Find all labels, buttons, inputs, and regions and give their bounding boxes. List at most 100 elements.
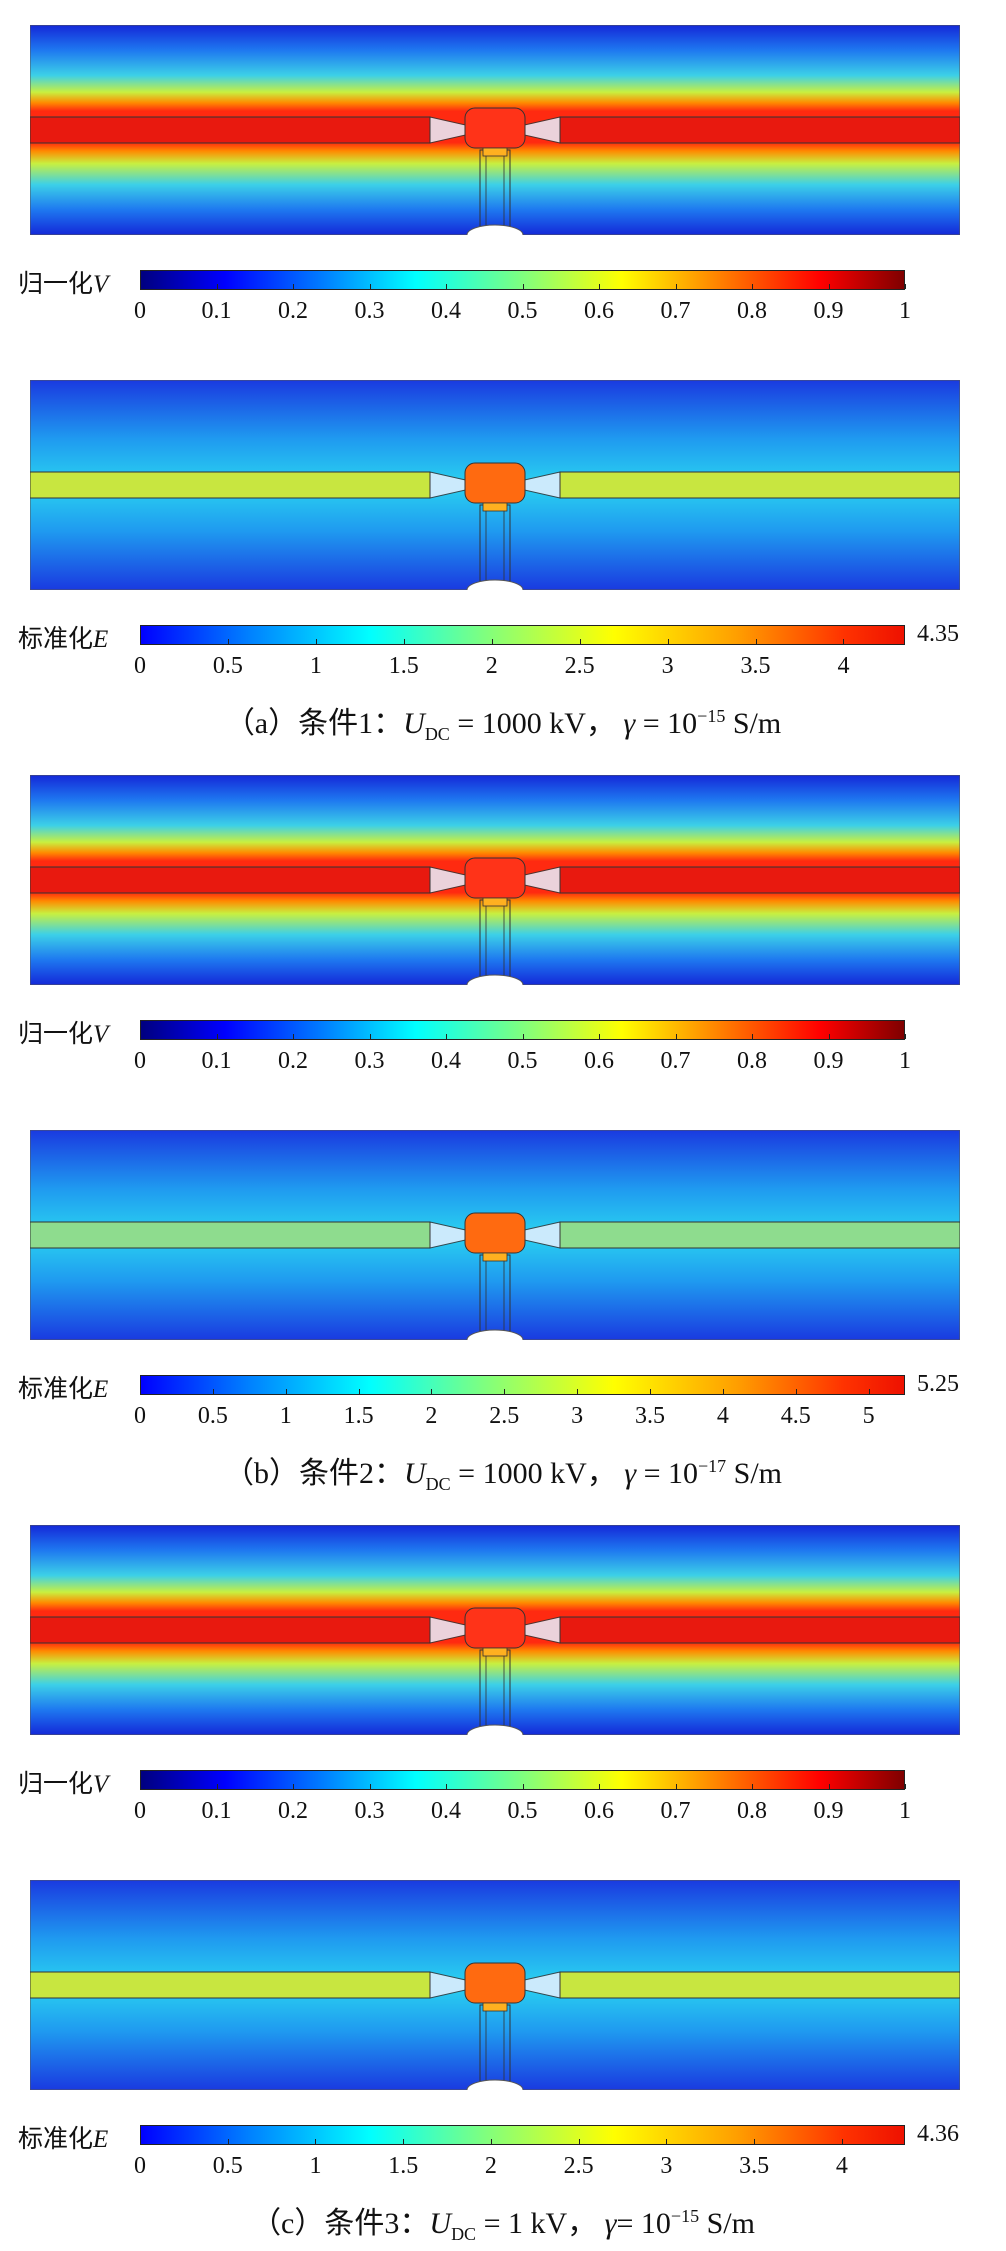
field-label-var: E — [93, 2126, 109, 2153]
potential-colorbar-tick — [522, 1034, 524, 1039]
caption-voltage-value: = 1000 kV， — [449, 707, 624, 740]
potential-colorbar-tick — [369, 284, 371, 289]
caption-prefix: （a）条件1： — [224, 707, 404, 740]
field-tick-label: 2 — [485, 653, 498, 679]
potential-colorbar-tick — [599, 284, 600, 289]
field-label-var: E — [93, 1376, 109, 1403]
potential-colorbar-tick — [752, 1784, 753, 1789]
potential-colorbar-tick — [216, 284, 218, 289]
field-colorbar-tick — [140, 639, 141, 644]
potential-colorbar-tick — [828, 284, 830, 289]
field-tick-label: 4.5 — [780, 1403, 811, 1429]
caption-voltage-value: = 1000 kV， — [450, 1457, 625, 1490]
field-colorbar-tick — [722, 1389, 724, 1394]
field-tick-label: 1 — [309, 2153, 322, 2179]
field-tick-label: 2.5 — [563, 2153, 594, 2179]
field-colorbar-tick — [578, 2139, 580, 2144]
potential-colorbar-tick — [905, 1784, 906, 1789]
potential-tick-label: 0.4 — [431, 1798, 461, 1824]
potential-colorbar-tick — [293, 1034, 294, 1039]
potential-tick-label: 0.1 — [201, 1798, 232, 1824]
field-colorbar-tick — [490, 2139, 492, 2144]
field-tick-label: 3.5 — [739, 2153, 770, 2179]
field-colorbar-tick — [843, 639, 845, 644]
potential-tick-label: 0.6 — [584, 298, 614, 324]
potential-tick-label: 0 — [134, 1048, 146, 1074]
caption-unit: S/m — [699, 2207, 755, 2240]
field-colorbar-tick — [227, 2139, 229, 2144]
potential-tick-label: 0.8 — [737, 1048, 767, 1074]
caption-gamma-exponent: −17 — [698, 1456, 727, 1476]
potential-colorbar — [140, 1770, 905, 1790]
panel-caption: （c）条件3：UDC = 1 kV， γ= 10−15 S/m — [0, 2198, 1006, 2245]
potential-tick-label: 0.1 — [201, 1048, 232, 1074]
potential-tick-label: 0.5 — [507, 1798, 538, 1824]
potential-colorbar-tick — [293, 1784, 294, 1789]
potential-colorbar-tick — [446, 1784, 447, 1789]
potential-colorbar-label: 归一化V — [18, 1764, 108, 1800]
potential-label-var: V — [93, 1021, 109, 1048]
caption-gamma-base: = 10 — [616, 2207, 671, 2240]
field-colorbar-tick — [650, 1389, 651, 1394]
potential-colorbar-tick — [293, 284, 294, 289]
field-colorbar-tick — [403, 639, 405, 644]
field-plot — [30, 1130, 960, 1340]
field-colorbar-tick — [315, 639, 317, 644]
field-colorbar-tick — [431, 1389, 433, 1394]
caption-voltage-value: = 1 kV， — [476, 2207, 605, 2240]
caption-prefix: （b）条件2： — [223, 1457, 404, 1490]
potential-colorbar-tick — [216, 1784, 218, 1789]
field-colorbar-tick — [140, 1389, 141, 1394]
potential-tick-label: 0 — [134, 298, 146, 324]
caption-prefix: （c）条件3： — [251, 2207, 430, 2240]
field-tick-label: 2.5 — [489, 1403, 520, 1429]
field-colorbar — [140, 2125, 905, 2145]
caption-voltage-symbol: U — [403, 1457, 426, 1490]
field-colorbar-label: 标准化E — [18, 2119, 108, 2155]
field-colorbar-tick — [577, 1389, 579, 1394]
potential-tick-label: 0.2 — [278, 1798, 308, 1824]
potential-label-var: V — [93, 1771, 109, 1798]
potential-colorbar-tick — [369, 1034, 371, 1039]
potential-plot — [30, 25, 960, 235]
field-colorbar-tick — [140, 2139, 141, 2144]
potential-colorbar-tick — [905, 1034, 906, 1039]
potential-tick-label: 1 — [899, 1048, 911, 1074]
potential-tick-label: 0.5 — [507, 1048, 538, 1074]
caption-unit: S/m — [726, 1457, 783, 1490]
caption-gamma-exponent: −15 — [670, 2206, 700, 2226]
field-tick-label: 0.5 — [212, 2153, 243, 2179]
potential-tick-label: 0.1 — [201, 298, 232, 324]
potential-tick-label: 0.9 — [813, 1798, 844, 1824]
field-plot — [30, 1880, 960, 2090]
potential-label-text: 归一化 — [18, 1021, 94, 1048]
potential-tick-label: 0.2 — [278, 298, 308, 324]
potential-colorbar-tick — [140, 1784, 141, 1789]
panel-caption: （a）条件1：UDC = 1000 kV， γ = 10−15 S/m — [0, 698, 1006, 745]
potential-tick-label: 0.3 — [354, 298, 385, 324]
field-tick-label: 5 — [862, 1403, 875, 1429]
field-tick-label: 4 — [716, 1403, 729, 1429]
caption-gamma-symbol: γ — [624, 1457, 637, 1490]
field-colorbar-tick — [795, 1389, 797, 1394]
field-colorbar-tick — [754, 2139, 756, 2144]
field-plot — [30, 380, 960, 590]
field-colorbar-tick — [666, 2139, 668, 2144]
field-colorbar-tick — [868, 1389, 870, 1394]
field-tick-label: 3 — [660, 2153, 673, 2179]
potential-plot — [30, 775, 960, 985]
field-tick-label: 3.5 — [635, 1403, 665, 1429]
potential-colorbar-tick — [675, 1034, 677, 1039]
field-label-text: 标准化 — [18, 626, 94, 653]
potential-tick-label: 0.3 — [354, 1798, 385, 1824]
potential-tick-label: 0.6 — [584, 1048, 614, 1074]
potential-colorbar-label: 归一化V — [18, 264, 108, 300]
field-colorbar-tick — [285, 1389, 287, 1394]
potential-tick-label: 0.7 — [660, 298, 691, 324]
caption-gamma-exponent: −15 — [697, 706, 726, 726]
potential-colorbar-label: 归一化V — [18, 1014, 108, 1050]
potential-colorbar-tick — [752, 284, 753, 289]
potential-colorbar-tick — [752, 1034, 753, 1039]
caption-voltage-symbol: U — [429, 2207, 452, 2240]
caption-voltage-symbol: U — [403, 707, 425, 740]
